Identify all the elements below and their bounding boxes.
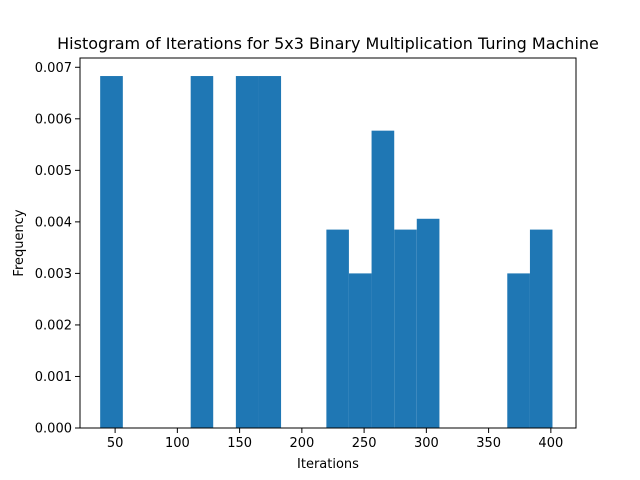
x-tick-label: 200 [289, 436, 314, 451]
y-axis-label: Frequency [12, 209, 27, 276]
y-tick-label: 0.001 [35, 370, 72, 385]
y-tick-label: 0.006 [35, 112, 72, 127]
histogram-bar-2 [235, 76, 259, 428]
y-tick-label: 0.005 [35, 164, 72, 179]
y-axis-ticks: 0.000 0.001 0.002 0.003 0.004 0.005 0.006 0.007 [35, 61, 80, 437]
x-tick-label: 250 [352, 436, 377, 451]
plot-area-frame [79, 57, 577, 429]
y-tick-label: 0.007 [35, 61, 72, 76]
histogram-bar-4 [326, 229, 349, 428]
y-tick-label: 0.003 [35, 267, 72, 282]
histogram-bar-9 [507, 273, 530, 428]
histogram-bar-1 [190, 76, 214, 428]
histogram-bar-7 [394, 229, 417, 428]
y-tick-label: 0.004 [35, 215, 72, 230]
histogram-bar-0 [100, 76, 123, 428]
x-tick-label: 400 [538, 436, 563, 451]
x-axis-label: Iterations [297, 457, 359, 472]
histogram-bar-10 [529, 229, 553, 428]
x-tick-label: 50 [107, 436, 124, 451]
x-tick-label: 350 [476, 436, 501, 451]
histogram-bar-8 [416, 218, 440, 428]
y-tick-label: 0.002 [35, 318, 72, 333]
histogram-bar-3 [258, 76, 282, 428]
histogram-bar-5 [348, 273, 372, 428]
x-tick-label: 300 [414, 436, 439, 451]
chart-title: Histogram of Iterations for 5x3 Binary M… [57, 34, 599, 53]
x-tick-label: 150 [227, 436, 252, 451]
y-tick-label: 0.000 [35, 422, 72, 437]
histogram-bars [100, 76, 553, 428]
histogram-bar-6 [371, 130, 395, 428]
x-tick-label: 100 [165, 436, 190, 451]
x-axis-ticks: 50 100 150 200 250 300 350 400 [107, 428, 563, 451]
